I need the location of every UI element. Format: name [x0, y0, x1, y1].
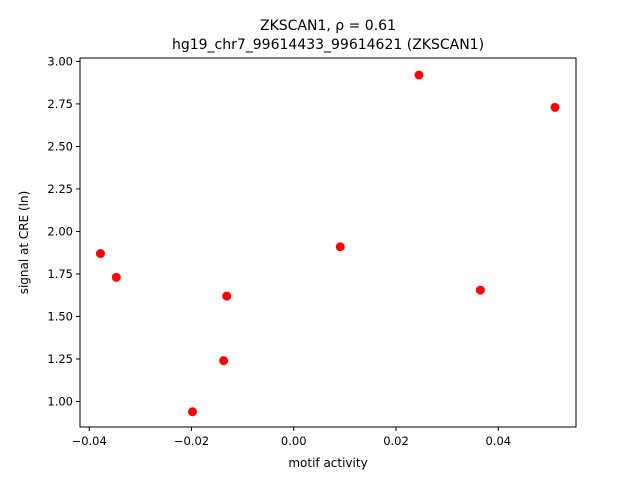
x-tick-label: 0.00 [281, 434, 307, 448]
y-tick-label: 2.25 [47, 182, 73, 196]
data-point [414, 70, 424, 80]
x-tick-label: 0.04 [485, 434, 511, 448]
data-point [222, 291, 232, 301]
x-axis-label: motif activity [288, 456, 367, 470]
y-tick-label: 2.75 [47, 97, 73, 111]
chart-title-line1: ZKSCAN1, ρ = 0.61 [260, 18, 396, 34]
y-tick-label: 1.75 [47, 267, 73, 281]
y-tick-label: 1.25 [47, 352, 73, 366]
data-point [111, 272, 121, 282]
data-point [335, 242, 345, 252]
data-point [187, 407, 197, 417]
plot-frame [79, 57, 577, 428]
x-tick-label: −0.02 [174, 434, 209, 448]
y-tick-label: 3.00 [47, 54, 73, 68]
x-tick-label: −0.04 [72, 434, 107, 448]
y-tick-label: 1.50 [47, 309, 73, 323]
data-points [95, 70, 560, 417]
data-point [219, 356, 229, 366]
data-point [550, 102, 560, 112]
data-point [475, 285, 485, 295]
x-axis-ticks: −0.04 −0.02 0.00 0.02 0.04 [72, 427, 511, 448]
x-tick-label: 0.02 [383, 434, 409, 448]
y-tick-label: 2.00 [47, 224, 73, 238]
y-axis-label: signal at CRE (ln) [17, 191, 31, 295]
data-point [95, 249, 105, 259]
chart-title-line2: hg19_chr7_99614433_99614621 (ZKSCAN1) [172, 37, 484, 53]
y-tick-label: 1.00 [47, 394, 73, 408]
y-axis-ticks: 1.00 1.25 1.50 1.75 2.00 2.25 2.50 2.75 3.00 [47, 54, 80, 408]
y-tick-label: 2.50 [47, 139, 73, 153]
